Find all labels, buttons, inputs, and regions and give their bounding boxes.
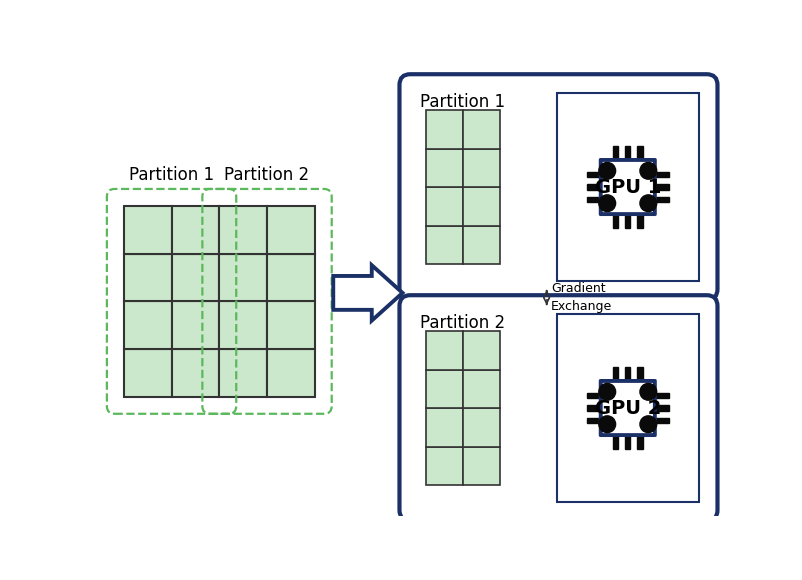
Bar <box>638 214 642 228</box>
Bar <box>654 418 669 423</box>
Bar <box>124 206 172 253</box>
FancyBboxPatch shape <box>399 295 718 521</box>
Bar <box>654 197 669 202</box>
Circle shape <box>640 383 657 400</box>
Bar <box>426 369 463 408</box>
Text: GPU 2: GPU 2 <box>594 398 661 418</box>
Bar <box>626 146 630 160</box>
FancyBboxPatch shape <box>601 160 655 214</box>
Bar <box>654 184 669 190</box>
Bar <box>626 214 630 228</box>
Bar <box>426 226 463 264</box>
Bar <box>463 148 500 187</box>
Circle shape <box>640 195 657 212</box>
Bar <box>426 148 463 187</box>
Bar <box>267 253 314 302</box>
FancyBboxPatch shape <box>557 93 699 281</box>
Bar <box>626 367 630 381</box>
Bar <box>219 253 267 302</box>
Bar <box>613 367 618 381</box>
Bar <box>463 110 500 148</box>
Circle shape <box>640 416 657 433</box>
Bar <box>463 369 500 408</box>
Circle shape <box>599 195 616 212</box>
Text: Partition 2: Partition 2 <box>420 314 505 332</box>
Bar <box>124 302 172 349</box>
Bar <box>587 418 601 423</box>
Bar <box>463 408 500 447</box>
Bar <box>267 302 314 349</box>
FancyBboxPatch shape <box>584 368 672 448</box>
Bar <box>587 405 601 411</box>
Bar <box>638 435 642 449</box>
Bar <box>426 187 463 226</box>
Circle shape <box>640 162 657 179</box>
Bar <box>172 253 219 302</box>
Bar <box>613 435 618 449</box>
Bar <box>219 349 267 397</box>
Circle shape <box>599 416 616 433</box>
Bar <box>219 206 267 253</box>
Bar <box>638 146 642 160</box>
Text: Exchange: Exchange <box>551 300 613 313</box>
Bar <box>638 367 642 381</box>
Bar <box>124 349 172 397</box>
Bar <box>587 197 601 202</box>
Bar <box>654 172 669 177</box>
Bar <box>626 435 630 449</box>
Text: Gradient: Gradient <box>551 282 606 295</box>
Bar <box>426 110 463 148</box>
Bar <box>613 214 618 228</box>
Bar <box>172 349 219 397</box>
Text: Partition 1: Partition 1 <box>420 93 505 111</box>
FancyBboxPatch shape <box>557 314 699 502</box>
Bar <box>654 405 669 411</box>
Text: Partition 1: Partition 1 <box>129 166 214 184</box>
Bar <box>654 393 669 398</box>
Bar <box>463 447 500 485</box>
Bar <box>267 206 314 253</box>
Polygon shape <box>334 265 403 321</box>
Bar <box>587 184 601 190</box>
FancyBboxPatch shape <box>601 381 655 435</box>
Bar <box>426 447 463 485</box>
Bar <box>426 331 463 369</box>
Bar <box>463 331 500 369</box>
Bar <box>267 349 314 397</box>
Circle shape <box>599 383 616 400</box>
FancyBboxPatch shape <box>399 74 718 300</box>
Bar <box>426 408 463 447</box>
Bar <box>172 206 219 253</box>
Circle shape <box>599 162 616 179</box>
Bar <box>463 226 500 264</box>
Bar <box>172 302 219 349</box>
Text: Partition 2: Partition 2 <box>225 166 310 184</box>
Bar <box>124 253 172 302</box>
Bar <box>613 146 618 160</box>
Text: GPU 1: GPU 1 <box>594 177 661 197</box>
Bar <box>219 302 267 349</box>
Bar <box>587 172 601 177</box>
Bar <box>587 393 601 398</box>
FancyBboxPatch shape <box>584 147 672 227</box>
Bar <box>463 187 500 226</box>
